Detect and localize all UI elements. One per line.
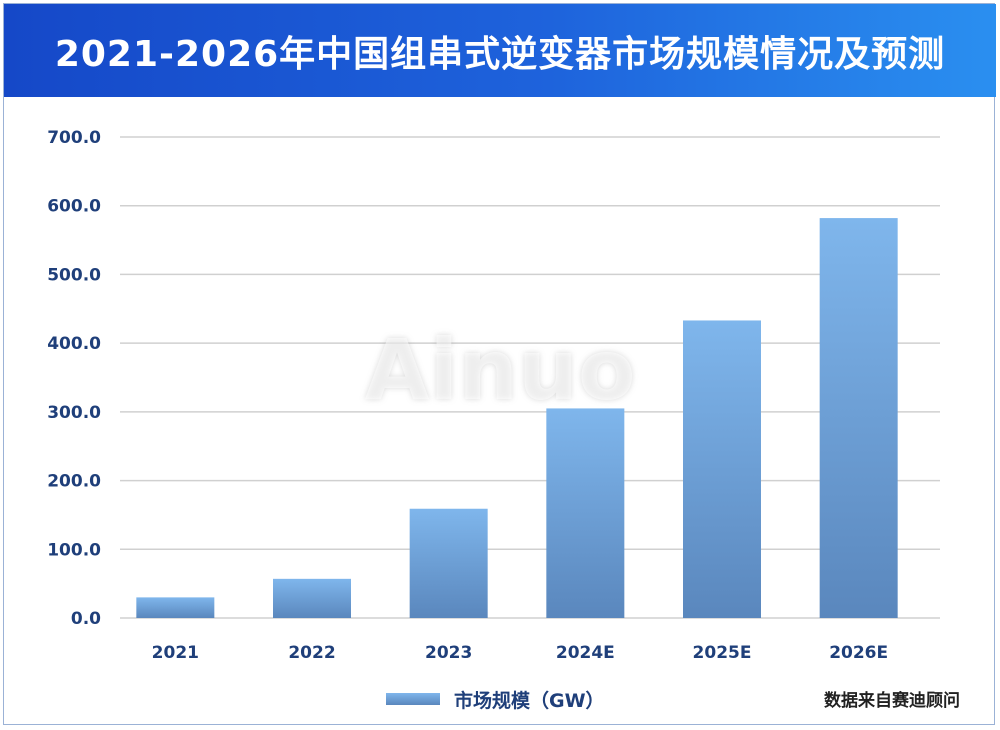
y-tick-label: 100.0 [47,540,101,560]
x-tick-label: 2023 [425,643,472,663]
x-tick-label: 2022 [288,643,335,663]
source-note: 数据来自赛迪顾问 [824,691,960,711]
x-tick-label: 2024E [556,643,615,663]
y-tick-label: 500.0 [47,265,101,285]
y-tick-label: 600.0 [47,197,101,217]
bar-2021 [136,597,215,618]
bar-2026E [819,218,898,618]
y-tick-label: 400.0 [47,334,101,354]
y-tick-label: 300.0 [47,403,101,423]
legend-swatch [386,693,440,705]
y-tick-label: 200.0 [47,472,101,492]
y-axis-ticks: 0.0 100.0 200.0 300.0 400.0 500.0 600.0 700.0 [47,128,101,629]
x-tick-label: 2021 [152,643,199,663]
chart-title: 2021-2026年中国组串式逆变器市场规模情况及预测 [54,33,946,75]
bar-2025E [683,320,761,618]
bar-2023 [409,508,488,618]
legend: 市场规模（GW） [386,684,605,714]
bars [136,218,898,618]
gridlines [120,136,940,619]
y-tick-label: 0.0 [71,609,101,629]
bar-2022 [273,578,351,618]
x-tick-label: 2026E [829,643,888,663]
legend-label: 市场规模（GW） [454,689,605,712]
x-axis-ticks: 2021 2022 2023 2024E 2025E 2026E [152,643,888,663]
y-tick-label: 700.0 [47,128,101,148]
x-tick-label: 2025E [693,643,752,663]
bar-2024E [546,408,625,618]
title-banner: 2021-2026年中国组串式逆变器市场规模情况及预测 [4,4,996,97]
